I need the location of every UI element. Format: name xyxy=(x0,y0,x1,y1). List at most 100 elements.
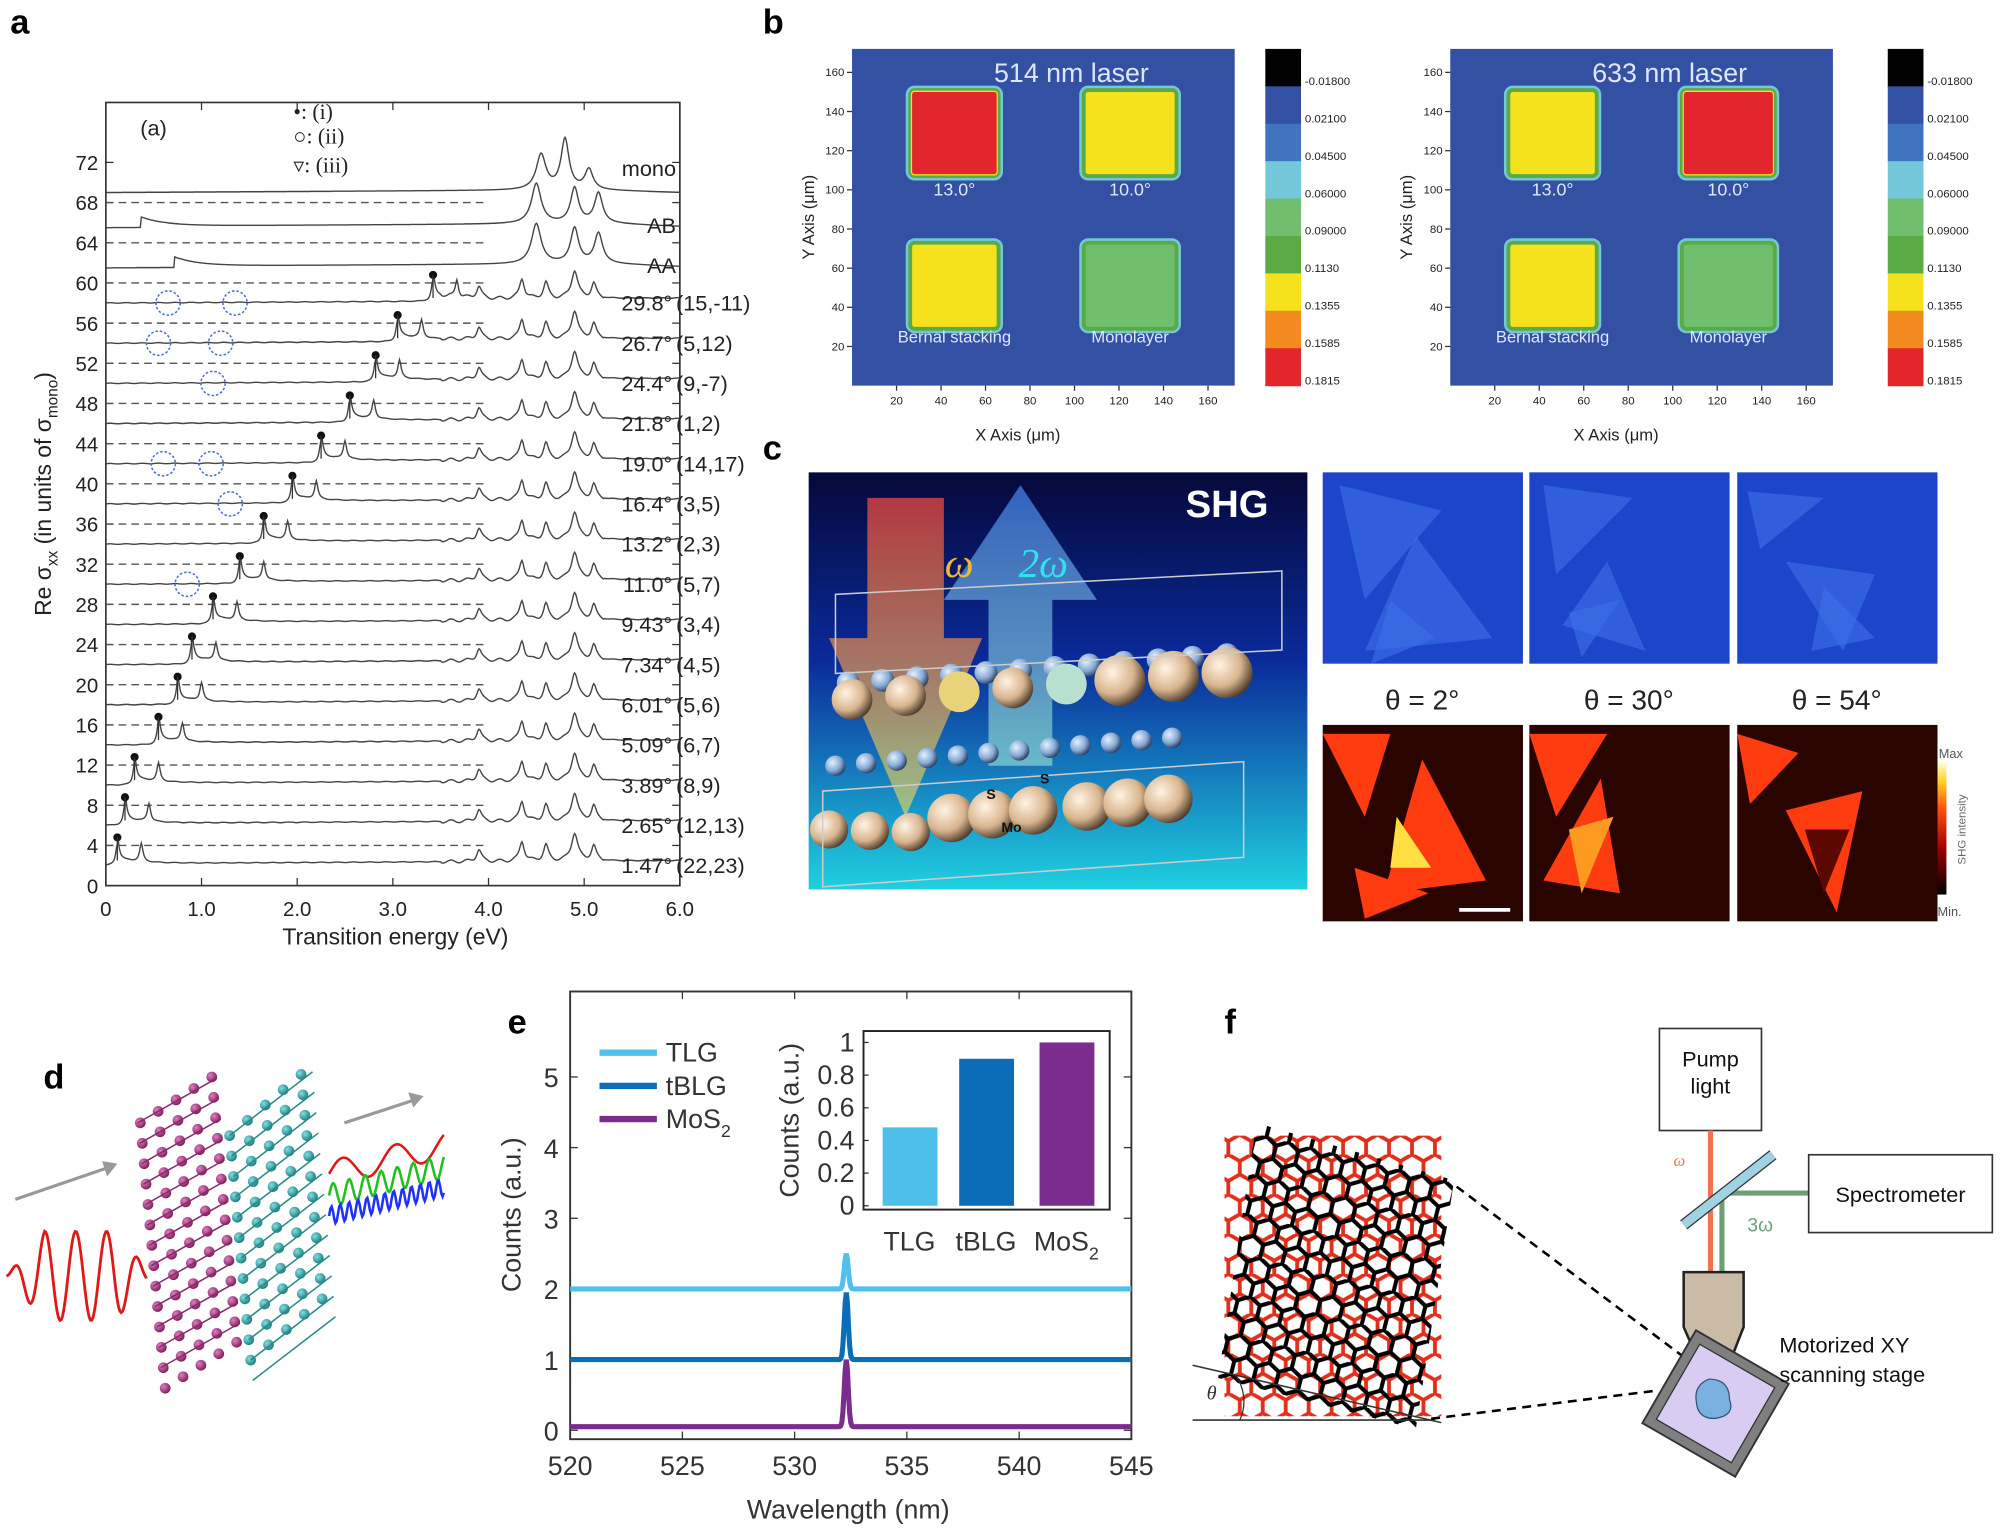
x-axis-label: X Axis (μm) xyxy=(1574,425,1659,444)
shg-image-grid: θ = 2° θ = 30° θ = 54° xyxy=(1322,472,1938,922)
highlight-circle xyxy=(145,330,172,357)
marker-i xyxy=(173,672,182,681)
bond xyxy=(152,1240,233,1287)
colorbar-segment xyxy=(1887,198,1924,237)
region-label: Bernal stacking xyxy=(898,328,1011,347)
x-tick-label: 140 xyxy=(1752,396,1771,408)
bond xyxy=(238,1173,323,1239)
flake-optical xyxy=(1339,485,1442,600)
flake-optical xyxy=(1543,485,1633,575)
omega-label: ω xyxy=(945,541,974,586)
atom-label-s: S xyxy=(986,786,995,802)
colorbar-segment xyxy=(1265,198,1302,237)
panel-label-e: e xyxy=(508,1004,527,1042)
y-tick-label: 8 xyxy=(87,796,98,818)
flake-optical xyxy=(1371,599,1435,664)
x-tick-label: 0 xyxy=(100,899,111,921)
highlight-circle xyxy=(222,290,248,316)
y-tick-label: 32 xyxy=(76,555,99,577)
y-tick-label: 40 xyxy=(76,474,99,496)
flake-optical xyxy=(1811,587,1875,651)
third-harmonic-wave xyxy=(327,1178,446,1227)
colorbar-segment xyxy=(1887,123,1924,162)
colorbar-segment xyxy=(1265,310,1302,349)
bond xyxy=(236,1152,321,1218)
colorbar-label: 0.04500 xyxy=(1305,151,1346,163)
theta-label: θ xyxy=(1207,1383,1217,1405)
mo-atom xyxy=(1062,782,1111,831)
trace-AA xyxy=(105,222,680,269)
twist-angle-label: θ = 54° xyxy=(1792,685,1882,716)
legend-symbol-ii: ○ xyxy=(293,124,306,148)
x-tick-label: 60 xyxy=(1577,396,1590,408)
bond xyxy=(240,1193,325,1259)
svg-text:○: (ii): ○: (ii) xyxy=(293,124,344,148)
x-tick-label: 3.0 xyxy=(379,899,407,921)
colorbar-label: 0.1815 xyxy=(1927,375,1962,387)
region-0 xyxy=(912,91,997,175)
trace-132 xyxy=(105,510,680,545)
incident-arrow xyxy=(14,1166,109,1201)
omega-arrow xyxy=(829,497,983,817)
highlight-circle xyxy=(217,491,244,517)
series-tlg xyxy=(570,1253,1132,1292)
panel-a-conductivity-spectra: 0 1.0 2.0 3.0 4.0 5.0 6.0048121620242832364044… xyxy=(30,100,750,949)
x-tick-label: 530 xyxy=(772,1451,817,1481)
plot-frame xyxy=(105,101,681,887)
lattice-atom-magenta xyxy=(159,1382,171,1394)
colorbar-segment xyxy=(1265,235,1302,275)
inset-y-axis-label: Counts (a.u.) xyxy=(774,1043,804,1198)
twist-angle-label: 29.8° xyxy=(621,291,672,316)
commensurate-index-label: (9,-7) xyxy=(676,371,728,396)
panel-label-d: d xyxy=(43,1058,64,1096)
s-atom xyxy=(825,755,846,776)
x-tick-label: 20 xyxy=(1488,396,1501,408)
y-tick-label: 80 xyxy=(832,224,845,236)
commensurate-index-label: (4,5) xyxy=(676,652,721,677)
x-tick-label: 100 xyxy=(1663,396,1682,408)
series-mos xyxy=(570,1359,1132,1430)
bond xyxy=(250,1295,335,1361)
series-tblg xyxy=(570,1292,1132,1363)
x-tick-label: 60 xyxy=(979,396,992,408)
trace-298 xyxy=(105,269,680,304)
region-label: 13.0° xyxy=(933,180,975,200)
commensurate-index-label: (6,7) xyxy=(676,733,721,758)
colorbar-max: Max xyxy=(1939,746,1964,761)
flake-optical xyxy=(1568,599,1620,658)
mos2-bilayer-atoms xyxy=(809,570,1283,888)
lattice-atom-teal xyxy=(280,1324,292,1335)
flake-shg xyxy=(1804,829,1850,894)
y-tick-label: 4 xyxy=(87,836,98,858)
marker-i xyxy=(259,511,268,521)
highlight-circle xyxy=(155,290,181,316)
lattice-atom-magenta xyxy=(231,1336,242,1348)
x-axis-label: Transition energy (eV) xyxy=(282,923,508,949)
x-tick-label: 140 xyxy=(1154,396,1173,408)
lattice-atom-teal xyxy=(314,1273,326,1284)
x-tick-label: 545 xyxy=(1109,1451,1154,1481)
marker-i xyxy=(187,632,197,641)
legend-subscript: 2 xyxy=(721,1121,731,1141)
commensurate-index-label: (3,4) xyxy=(676,612,721,637)
legend-text-i: : (i) xyxy=(301,100,333,124)
colorbar-label: -0.01800 xyxy=(1927,76,1972,88)
lattice-atom-teal xyxy=(312,1252,324,1264)
bond xyxy=(148,1200,229,1246)
lattice-atom-teal xyxy=(316,1293,328,1305)
dichroic-mirror xyxy=(1680,1151,1776,1229)
commensurate-index-label: (1,2) xyxy=(676,411,721,436)
bond xyxy=(232,1112,317,1178)
s-atom xyxy=(1161,727,1183,748)
flake-shg xyxy=(1737,733,1799,804)
bilayer-lattice xyxy=(1218,1122,1455,1429)
mo-atom xyxy=(1144,774,1193,824)
colorbar-title: SHG intensity xyxy=(1957,794,1969,864)
region-2 xyxy=(1510,244,1595,327)
arrow-head xyxy=(408,1092,424,1108)
y-axis-label: Re σxx (in units of σmono) xyxy=(30,372,61,616)
flake-shg xyxy=(1529,733,1608,817)
x-tick-label: 540 xyxy=(997,1451,1042,1481)
bond xyxy=(145,1159,225,1206)
